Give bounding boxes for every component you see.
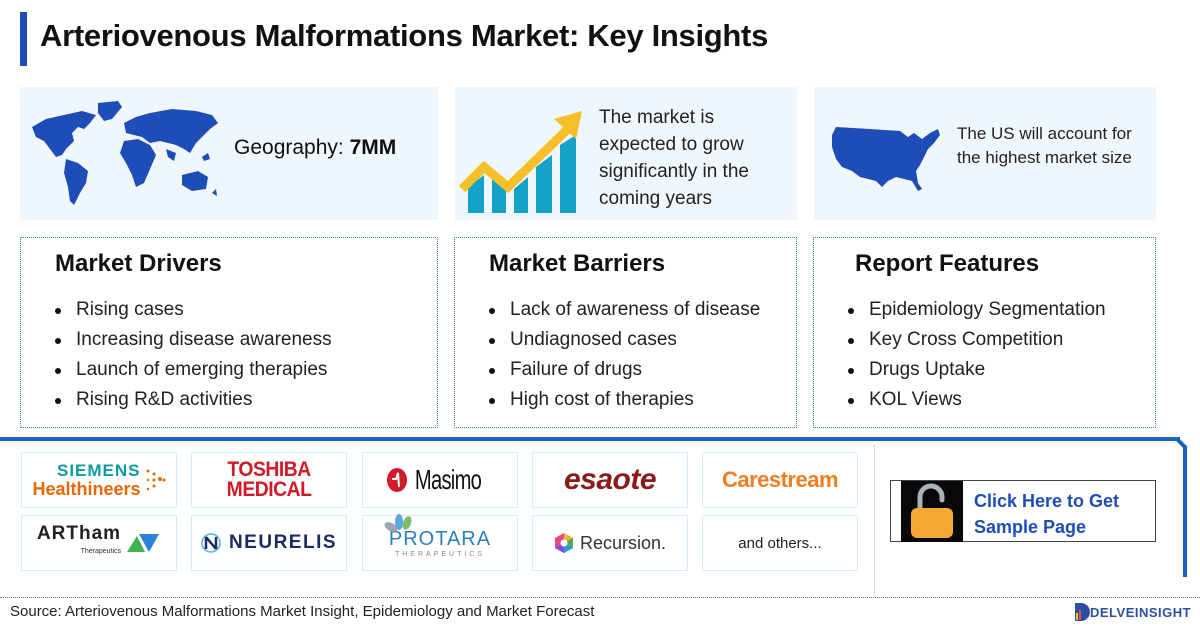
section-divider [0, 437, 1180, 441]
logo-carestream: Carestream [702, 452, 858, 508]
get-sample-page-button[interactable]: Click Here to Get Sample Page [890, 480, 1156, 542]
logo-protara: PROTARA THERAPEUTICS [362, 514, 518, 571]
list-item: Launch of emerging therapies [55, 355, 332, 385]
list-item: Increasing disease awareness [55, 325, 332, 355]
list-item: High cost of therapies [489, 385, 760, 415]
delveinsight-mark-icon [1075, 603, 1090, 621]
footer-divider [0, 597, 1200, 598]
logo-esaote: esaote [532, 452, 688, 508]
growth-card: The market is expected to grow significa… [455, 87, 797, 220]
market-drivers-panel: Market Drivers Rising cases Increasing d… [20, 237, 438, 428]
list-item: Failure of drugs [489, 355, 760, 385]
protara-leaves-icon [384, 514, 412, 532]
growth-text: The market is expected to grow significa… [599, 107, 749, 209]
us-market-card: The US will account for the highest mark… [814, 87, 1156, 220]
growth-chart-icon [458, 111, 582, 213]
market-drivers-list: Rising cases Increasing disease awarenes… [55, 295, 332, 415]
geography-label: Geography: 7MM [234, 136, 397, 159]
list-item: Undiagnosed cases [489, 325, 760, 355]
recursion-hex-icon [554, 533, 573, 553]
logo-toshiba-medical: TOSHIBA MEDICAL [191, 452, 347, 508]
list-item: Lack of awareness of disease [489, 295, 760, 325]
logo-siemens-healthineers: SIEMENS Healthineers [21, 452, 177, 508]
list-item: Key Cross Competition [848, 325, 1106, 355]
logo-masimo: Masimo [362, 452, 518, 508]
geography-value: 7MM [349, 136, 397, 159]
logo-neurelis: NEURELIS [191, 515, 347, 571]
report-features-list: Epidemiology Segmentation Key Cross Comp… [848, 295, 1106, 415]
title-accent-bar [20, 12, 27, 66]
delveinsight-logo: DELVEINSIGHT [1072, 601, 1191, 623]
geography-card: Geography: 7MM [20, 87, 438, 220]
page-title: Arteriovenous Malformations Market: Key … [40, 18, 769, 53]
cta-label[interactable]: Click Here to Get Sample Page [974, 491, 1120, 537]
list-item: Epidemiology Segmentation [848, 295, 1106, 325]
frame-right-edge [1183, 447, 1187, 577]
us-market-text: The US will account for the highest mark… [957, 124, 1132, 167]
and-others-label: and others... [702, 515, 858, 571]
siemens-dots-icon [146, 469, 166, 491]
market-barriers-title: Market Barriers [489, 250, 666, 277]
world-map-icon [32, 101, 218, 205]
logo-artham: ARTham Therapeutics [21, 515, 177, 571]
masimo-heart-icon [386, 468, 407, 492]
list-item: KOL Views [848, 385, 1106, 415]
report-features-panel: Report Features Epidemiology Segmentatio… [813, 237, 1156, 428]
us-map-icon [832, 127, 940, 191]
unlocked-padlock-icon [901, 481, 963, 542]
artham-triangles-icon [127, 534, 160, 552]
list-item: Drugs Uptake [848, 355, 1106, 385]
list-item: Rising R&D activities [55, 385, 332, 415]
market-barriers-panel: Market Barriers Lack of awareness of dis… [454, 237, 797, 428]
logo-recursion: Recursion. [532, 515, 688, 571]
source-text: Source: Arteriovenous Malformations Mark… [10, 603, 595, 620]
list-item: Rising cases [55, 295, 332, 325]
market-barriers-list: Lack of awareness of disease Undiagnosed… [489, 295, 760, 415]
report-features-title: Report Features [855, 250, 1040, 277]
neurelis-mark-icon [201, 533, 221, 553]
vertical-divider [874, 445, 875, 595]
market-drivers-title: Market Drivers [55, 250, 222, 277]
